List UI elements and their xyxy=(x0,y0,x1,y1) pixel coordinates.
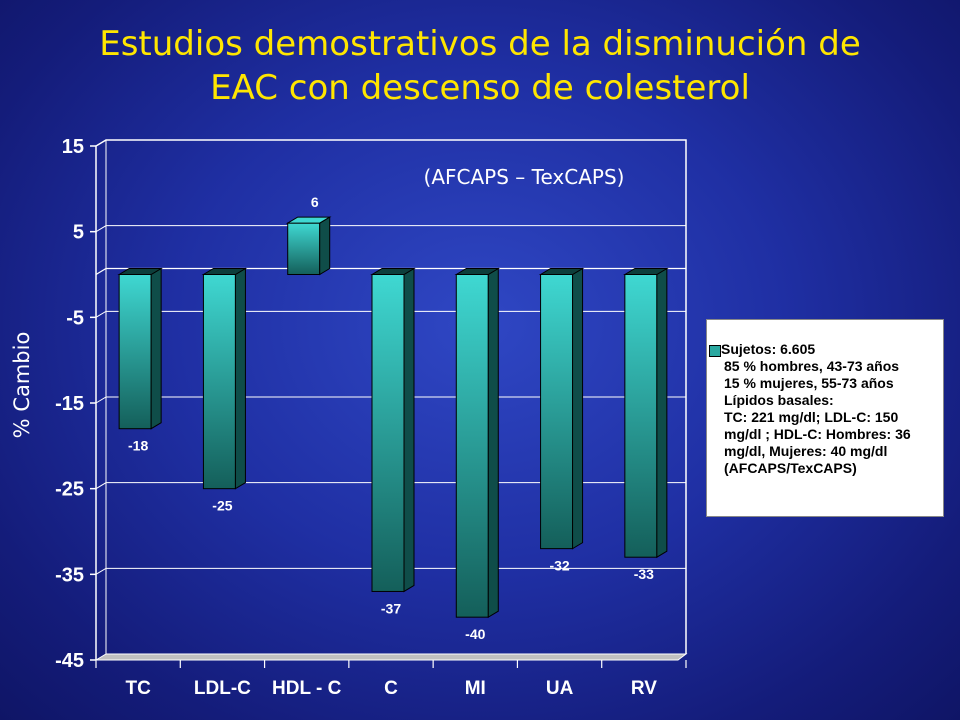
bar-C xyxy=(371,274,405,592)
x-tick-label: RV xyxy=(631,678,657,699)
slide-title: Estudios demostrativos de la disminución… xyxy=(0,22,960,110)
bar-RV xyxy=(624,274,658,558)
bar-top xyxy=(454,268,501,275)
data-label: -18 xyxy=(128,438,148,454)
legend-line: 85 % hombres, 43-73 años xyxy=(724,358,900,374)
legend-swatch xyxy=(709,345,721,357)
y-tick-label: -35 xyxy=(55,564,84,586)
data-label: -32 xyxy=(549,558,569,574)
x-tick-label: TC xyxy=(125,678,151,699)
y-tick-label: -5 xyxy=(66,307,84,329)
y-tick-label: 15 xyxy=(62,136,84,158)
slide-title-line-2: EAC con descenso de colesterol xyxy=(210,68,750,108)
legend-line: (AFCAPS/TexCAPS) xyxy=(724,460,857,476)
bar-HDL - C xyxy=(287,222,321,276)
bar-side xyxy=(150,267,162,430)
bar-UA xyxy=(540,274,574,550)
bar-top xyxy=(538,268,585,275)
legend-line: Sujetos: 6.605 xyxy=(721,341,816,357)
bar-MI xyxy=(455,274,489,618)
y-tick-label: -25 xyxy=(55,479,84,501)
bar-side xyxy=(487,267,499,619)
chart-annotation: (AFCAPS – TexCAPS) xyxy=(424,165,625,189)
gridline xyxy=(95,225,686,233)
x-tick-label: LDL-C xyxy=(194,678,251,699)
bar-side xyxy=(572,267,584,550)
bars-layer xyxy=(117,216,669,619)
legend-line: Lípidos basales: xyxy=(724,392,834,408)
data-label: -25 xyxy=(212,498,232,514)
y-tick-label: 5 xyxy=(73,222,84,244)
legend-line: TC: 221 mg/dl; LDL-C: 150 xyxy=(724,409,899,425)
x-tick-label: MI xyxy=(465,678,486,699)
bar-top xyxy=(201,268,248,275)
data-label: 6 xyxy=(311,194,319,210)
slide-title-line-1: Estudios demostrativos de la disminución… xyxy=(99,24,861,64)
bar-top xyxy=(623,268,669,275)
bar-top xyxy=(117,268,163,275)
bar-side xyxy=(403,267,415,593)
bar-top xyxy=(285,216,332,224)
bar-side xyxy=(234,267,246,490)
legend-line: mg/dl, Mujeres: 40 mg/dl xyxy=(724,443,888,459)
bar-LDL-C xyxy=(202,274,236,490)
bar-side xyxy=(319,216,331,276)
x-tick-label: HDL - C xyxy=(272,678,342,699)
bar-TC xyxy=(118,274,152,430)
x-tick-label: UA xyxy=(546,678,574,699)
data-label: -33 xyxy=(634,566,654,582)
bar-top xyxy=(370,268,416,275)
y-tick-label: -45 xyxy=(55,650,84,672)
labels-layer: 15 5 -5 -15 -25 -35 -45 -18 TC -25 LDL-C 6 HDL - C -3… xyxy=(10,136,657,699)
legend-line: 15 % mujeres, 55-73 años xyxy=(724,375,894,391)
y-axis-label: % Cambio xyxy=(10,332,34,439)
x-tick-label: C xyxy=(384,678,398,699)
y-tick-label: -15 xyxy=(55,393,84,415)
data-label: -40 xyxy=(465,626,485,642)
legend-text: Sujetos: 6.605 85 % hombres, 43-73 años … xyxy=(721,341,939,477)
data-label: -37 xyxy=(381,600,401,616)
bar-side xyxy=(656,267,668,559)
legend-line: mg/dl ; HDL-C: Hombres: 36 xyxy=(724,426,911,442)
legend-box xyxy=(706,319,944,517)
plot-floor xyxy=(94,653,688,661)
